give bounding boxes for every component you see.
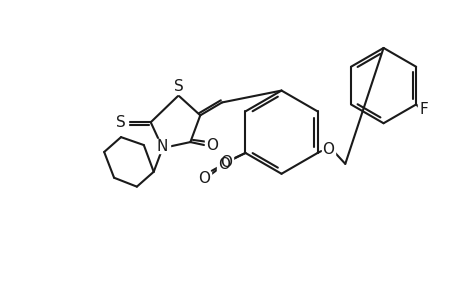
- Bar: [155, 139, 169, 153]
- Text: O: O: [219, 155, 231, 170]
- Text: S: S: [116, 115, 126, 130]
- Text: O: O: [322, 142, 334, 157]
- Text: S: S: [173, 79, 183, 94]
- Bar: [218, 156, 232, 170]
- Text: N: N: [157, 139, 168, 154]
- Bar: [114, 115, 128, 129]
- Text: O: O: [206, 137, 218, 152]
- Bar: [417, 102, 429, 116]
- Bar: [171, 80, 185, 94]
- Bar: [216, 158, 230, 172]
- Bar: [321, 142, 335, 156]
- Bar: [196, 172, 210, 186]
- Bar: [205, 138, 218, 152]
- Text: F: F: [419, 102, 427, 117]
- Text: O: O: [197, 171, 209, 186]
- Text: O: O: [217, 158, 229, 172]
